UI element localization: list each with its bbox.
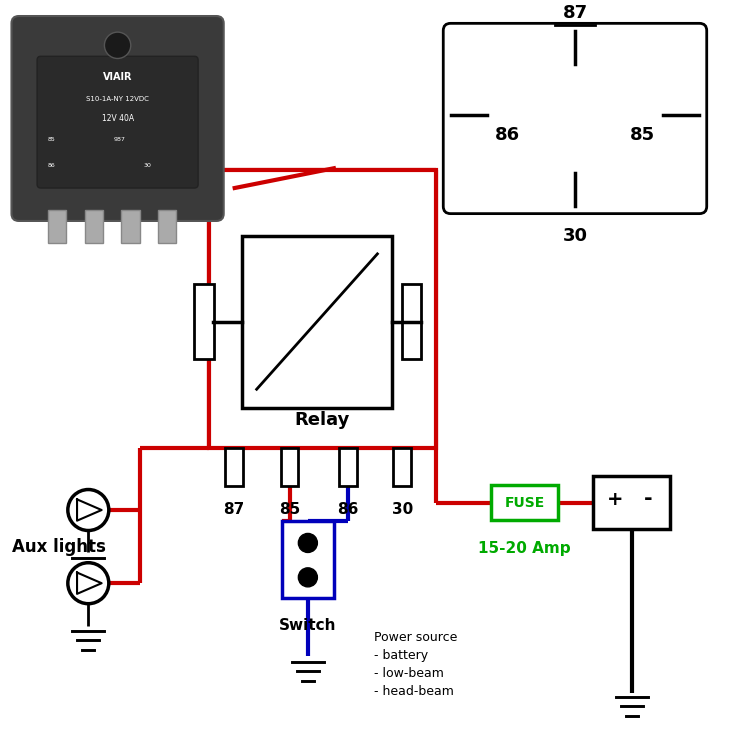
Text: -: -	[644, 489, 653, 509]
FancyBboxPatch shape	[443, 23, 707, 214]
Bar	[85, 210, 103, 243]
Bar	[225, 448, 243, 486]
Bar	[402, 283, 421, 359]
Text: 12V 40A: 12V 40A	[102, 114, 134, 123]
Bar	[394, 448, 411, 486]
Bar	[242, 235, 392, 407]
Text: Aux lights: Aux lights	[12, 538, 106, 556]
Text: 87: 87	[223, 502, 244, 517]
Bar	[282, 521, 334, 598]
Text: 86: 86	[337, 502, 359, 517]
Bar	[121, 210, 140, 243]
Bar	[209, 170, 436, 448]
Circle shape	[298, 568, 317, 587]
Circle shape	[68, 562, 109, 604]
Text: 86: 86	[48, 162, 56, 168]
Text: 85: 85	[630, 126, 656, 144]
FancyBboxPatch shape	[12, 16, 224, 221]
Text: Switch: Switch	[279, 618, 336, 634]
Text: 85: 85	[48, 137, 56, 142]
Text: Relay: Relay	[295, 411, 350, 429]
Text: 87: 87	[562, 4, 587, 22]
Text: 86: 86	[495, 126, 520, 144]
Text: S10-1A-NY 12VDC: S10-1A-NY 12VDC	[86, 96, 149, 102]
FancyBboxPatch shape	[37, 56, 198, 188]
Text: 15-20 Amp: 15-20 Amp	[478, 541, 571, 556]
Text: 987: 987	[114, 137, 126, 142]
Bar	[593, 476, 670, 529]
Text: Power source
- battery
- low-beam
- head-beam: Power source - battery - low-beam - head…	[374, 631, 457, 697]
Bar	[158, 210, 176, 243]
Circle shape	[68, 490, 109, 531]
Text: +: +	[606, 490, 623, 508]
Text: 30: 30	[144, 162, 151, 168]
Text: VIAIR: VIAIR	[103, 72, 132, 82]
Text: FUSE: FUSE	[504, 496, 545, 510]
Text: 30: 30	[562, 227, 587, 245]
Bar	[48, 210, 66, 243]
Bar	[491, 485, 558, 520]
Circle shape	[298, 533, 317, 553]
Bar	[281, 448, 298, 486]
Bar	[339, 448, 357, 486]
Text: 30: 30	[392, 502, 413, 517]
Bar	[194, 283, 214, 359]
Text: 85: 85	[279, 502, 300, 517]
Circle shape	[105, 32, 131, 59]
